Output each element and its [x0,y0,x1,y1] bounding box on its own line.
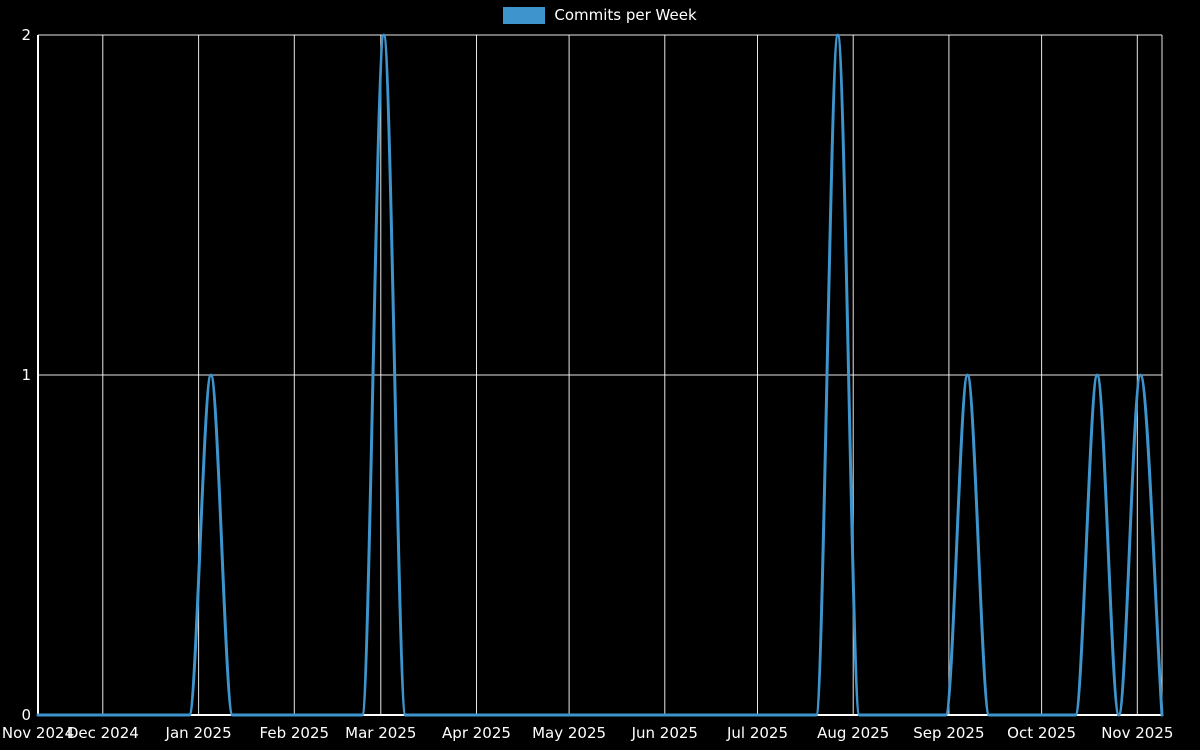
x-tick-label: Aug 2025 [817,724,889,742]
x-tick-label: Mar 2025 [345,724,416,742]
x-tick-label: Dec 2024 [67,724,139,742]
x-tick-label: Jan 2025 [165,724,232,742]
x-tick-label: Nov 2025 [1101,724,1173,742]
x-tick-label: Jul 2025 [726,724,788,742]
y-tick-label: 0 [21,706,31,724]
legend-swatch [503,6,546,24]
legend-label: Commits per Week [554,6,697,24]
x-tick-label: Oct 2025 [1007,724,1076,742]
x-tick-label: Apr 2025 [442,724,511,742]
x-tick-label: Feb 2025 [260,724,330,742]
y-tick-label: 2 [21,26,31,44]
chart-legend[interactable]: Commits per Week [0,6,1200,24]
x-tick-label: Nov 2024 [2,724,74,742]
line-series-commits [36,33,1164,717]
x-tick-label: Sep 2025 [913,724,984,742]
x-tick-label: Jun 2025 [631,724,698,742]
x-tick-label: May 2025 [532,724,606,742]
y-tick-label: 1 [21,366,31,384]
